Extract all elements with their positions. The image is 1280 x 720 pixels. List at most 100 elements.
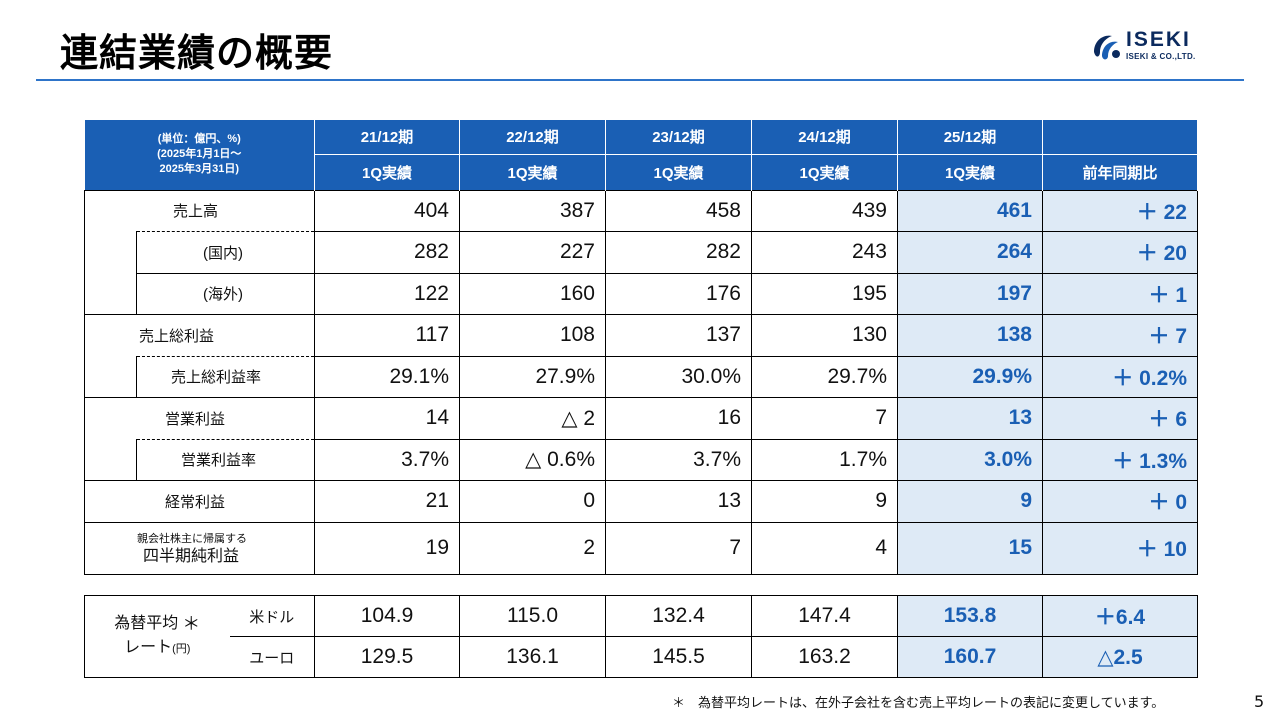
table-row: 営業利益率 3.7% △ 0.6% 3.7% 1.7% 3.0% ＋ 1.3%	[84, 438, 1198, 481]
value-cell: 439	[751, 189, 898, 232]
fx-asterisk: ＊	[182, 614, 201, 634]
results-table: (単位：億円、%) (2025年1月1日～ 2025年3月31日) 21/12期 2…	[84, 120, 1198, 575]
current-value-cell: 138	[897, 314, 1043, 357]
table-row: 売上総利益率 29.1% 27.9% 30.0% 29.7% 29.9% ＋ 0…	[84, 355, 1198, 398]
value-cell: 19	[314, 521, 460, 575]
period-header: 23/12期	[605, 120, 752, 155]
fx-value-cell: 136.1	[459, 636, 606, 678]
row-label-operating-margin: 営業利益率	[136, 438, 315, 481]
value-cell: 137	[605, 314, 752, 357]
fx-value-cell: 163.2	[751, 636, 898, 678]
value-cell: 30.0%	[605, 355, 752, 398]
value-cell: 7	[605, 521, 752, 575]
row-label-operating-profit: 営業利益	[84, 397, 315, 439]
results-header: 1Q実績	[314, 154, 460, 190]
value-cell: 0	[459, 480, 606, 523]
yoy-header: 前年同期比	[1042, 154, 1198, 190]
fx-value-cell: 115.0	[459, 595, 606, 637]
table-row: 営業利益 14 △ 2 16 7 13 ＋ 6	[84, 397, 1198, 440]
row-label-gross-margin: 売上総利益率	[136, 355, 315, 398]
fx-label: 為替平均＊ レート(円)	[84, 595, 230, 678]
yoy-header-blank	[1042, 120, 1198, 155]
fx-value-cell: 132.4	[605, 595, 752, 637]
row-label-ordinary-profit: 経常利益	[84, 480, 315, 523]
table-row: (海外) 122 160 176 195 197 ＋ 1	[84, 272, 1198, 315]
results-header: 1Q実績	[751, 154, 898, 190]
value-cell: 29.1%	[314, 355, 460, 398]
table-row: 親会社株主に帰属する 四半期純利益 19 2 7 4 15 ＋ 10	[84, 521, 1198, 575]
fx-value-cell: 147.4	[751, 595, 898, 637]
value-cell: 404	[314, 189, 460, 232]
results-header: 1Q実績	[459, 154, 606, 190]
value-cell: 458	[605, 189, 752, 232]
current-value-cell: 9	[897, 480, 1043, 523]
value-cell: 4	[751, 521, 898, 575]
current-value-cell: 15	[897, 521, 1043, 575]
fx-value-cell: 129.5	[314, 636, 460, 678]
value-cell: 130	[751, 314, 898, 357]
row-label-sales: 売上高	[84, 189, 315, 232]
period-header: 24/12期	[751, 120, 898, 155]
table-row: 売上総利益 117 108 137 130 138 ＋ 7	[84, 314, 1198, 357]
row-label-domestic: (国内)	[136, 231, 315, 274]
row-label-net-profit-main: 四半期純利益	[143, 548, 240, 565]
logo-brand: ISEKI	[1126, 28, 1191, 51]
value-cell: 160	[459, 272, 606, 315]
currency-label-eur: ユーロ	[229, 636, 315, 678]
table-row: 経常利益 21 0 13 9 9 ＋ 0	[84, 480, 1198, 523]
value-cell: 122	[314, 272, 460, 315]
value-cell: 176	[605, 272, 752, 315]
period-header: 25/12期	[897, 120, 1043, 155]
value-cell: 387	[459, 189, 606, 232]
yoy-cell: ＋ 22	[1042, 189, 1198, 232]
fx-current-value-cell: 153.8	[897, 595, 1043, 637]
unit-period-header: (単位：億円、%) (2025年1月1日～ 2025年3月31日)	[84, 120, 315, 190]
value-cell: △ 2	[459, 397, 606, 440]
table-row: (国内) 282 227 282 243 264 ＋ 20	[84, 231, 1198, 274]
value-cell: 117	[314, 314, 460, 357]
yoy-cell: ＋ 20	[1042, 231, 1198, 274]
value-cell: 195	[751, 272, 898, 315]
value-cell: 14	[314, 397, 460, 440]
row-label-overseas: (海外)	[136, 272, 315, 315]
current-value-cell: 264	[897, 231, 1043, 274]
iseki-logo-icon	[1094, 35, 1120, 60]
fx-rate-table: 為替平均＊ レート(円) 米ドル 104.9 115.0 132.4 147.4…	[84, 595, 1198, 678]
value-cell: 108	[459, 314, 606, 357]
yoy-cell: ＋ 0.2%	[1042, 355, 1198, 398]
results-header: 1Q実績	[897, 154, 1043, 190]
row-label-net-profit: 親会社株主に帰属する 四半期純利益	[84, 521, 315, 575]
value-cell: 21	[314, 480, 460, 523]
current-value-cell: 29.9%	[897, 355, 1043, 398]
fx-current-value-cell: 160.7	[897, 636, 1043, 678]
current-value-cell: 3.0%	[897, 438, 1043, 481]
row-label-gross-profit: 売上総利益	[84, 314, 315, 356]
value-cell: 1.7%	[751, 438, 898, 481]
results-header: 1Q実績	[605, 154, 752, 190]
page-title: 連結業績の概要	[60, 31, 334, 75]
current-value-cell: 461	[897, 189, 1043, 232]
company-logo: ISEKI ISEKI & CO.,LTD.	[1088, 28, 1228, 66]
fx-value-cell: 104.9	[314, 595, 460, 637]
value-cell: 3.7%	[605, 438, 752, 481]
period-header: 21/12期	[314, 120, 460, 155]
title-divider	[36, 79, 1244, 81]
current-value-cell: 13	[897, 397, 1043, 440]
value-cell: 243	[751, 231, 898, 274]
fx-row: 為替平均＊ レート(円) 米ドル 104.9 115.0 132.4 147.4…	[84, 595, 1198, 678]
yoy-cell: ＋ 10	[1042, 521, 1198, 575]
value-cell: △ 0.6%	[459, 438, 606, 481]
logo-corp-name: ISEKI & CO.,LTD.	[1126, 52, 1196, 61]
value-cell: 2	[459, 521, 606, 575]
period-header: 22/12期	[459, 120, 606, 155]
fx-value-cell: 145.5	[605, 636, 752, 678]
yoy-cell: ＋ 1.3%	[1042, 438, 1198, 481]
yoy-cell: ＋ 6	[1042, 397, 1198, 440]
current-value-cell: 197	[897, 272, 1043, 315]
page-number: 5	[1254, 692, 1265, 711]
fx-row: ユーロ 129.5 136.1 145.5 163.2 160.7 △2.5	[85, 636, 1198, 678]
yoy-cell: ＋ 0	[1042, 480, 1198, 523]
currency-label-usd: 米ドル	[229, 595, 315, 637]
fx-yoy-cell: △2.5	[1042, 636, 1198, 678]
value-cell: 282	[314, 231, 460, 274]
